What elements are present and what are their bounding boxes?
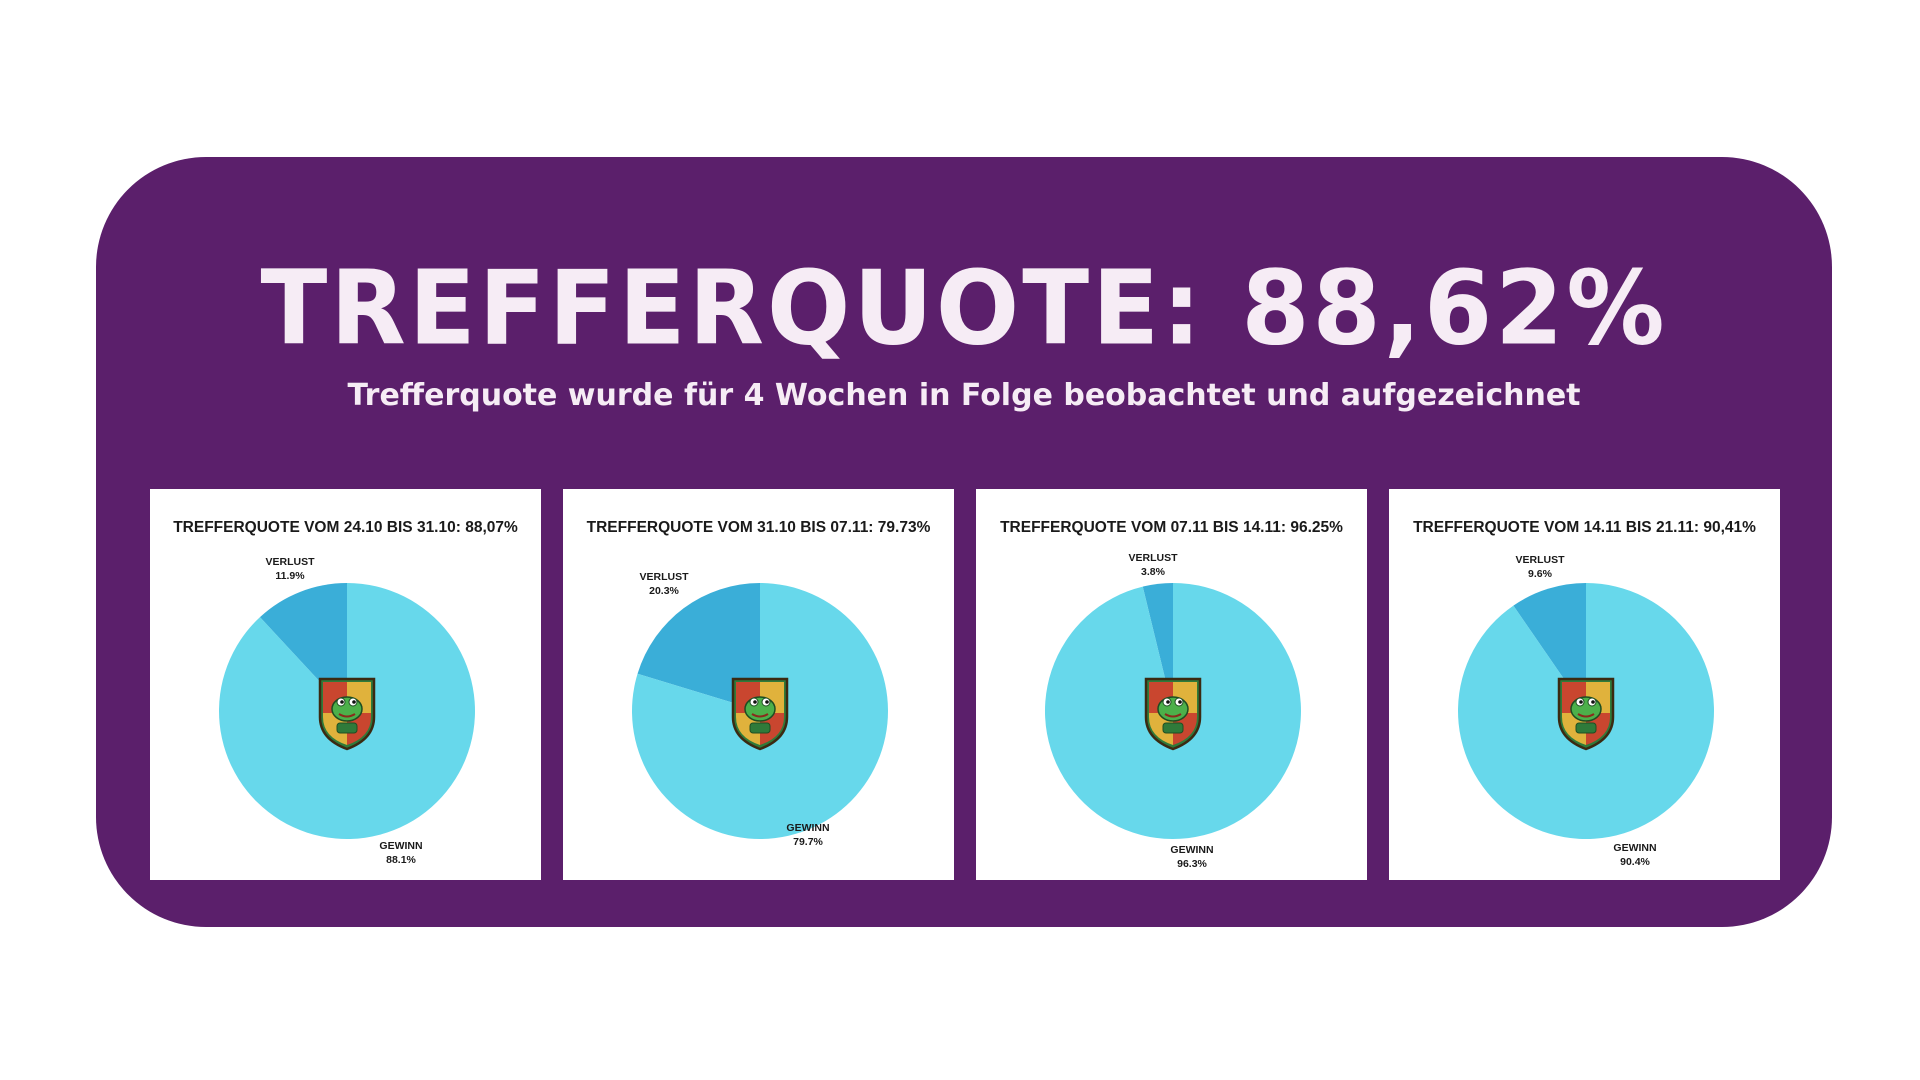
gewinn-value: 96.3% — [1177, 858, 1207, 870]
chart-title: TREFFERQUOTE VOM 14.11 BIS 21.11: 90,41% — [1413, 519, 1756, 536]
verlust-label: VERLUST 11.9% — [245, 555, 335, 583]
frog-crest-icon — [1144, 677, 1202, 751]
verlust-value: 20.3% — [649, 585, 679, 597]
shield-quarter — [323, 713, 347, 745]
chart-card-week-4: TREFFERQUOTE VOM 14.11 BIS 21.11: 90,41%… — [1389, 489, 1780, 880]
shield-quarter — [347, 713, 371, 745]
frog-body — [1162, 722, 1184, 734]
frog-pupil — [340, 700, 344, 704]
gewinn-label: GEWINN 79.7% — [763, 821, 853, 849]
verlust-name: VERLUST — [1515, 554, 1565, 566]
chart-card-week-1: TREFFERQUOTE VOM 24.10 BIS 31.10: 88,07%… — [150, 489, 541, 880]
subheadline: Trefferquote wurde für 4 Wochen in Folge… — [347, 378, 1581, 413]
gewinn-name: GEWINN — [786, 822, 830, 834]
pie-slice-verlust — [637, 583, 760, 711]
frog-pupil — [1178, 700, 1182, 704]
gewinn-label: GEWINN 88.1% — [356, 839, 446, 867]
gewinn-name: GEWINN — [1170, 844, 1214, 856]
gewinn-name: GEWINN — [1613, 842, 1657, 854]
verlust-name: VERLUST — [265, 556, 315, 568]
banner: TREFFERQUOTE: 88,62% Trefferquote wurde … — [96, 157, 1832, 927]
frog-body — [749, 722, 771, 734]
frog-crest-icon — [1557, 677, 1615, 751]
shield-quarter — [1173, 713, 1197, 745]
frog-pupil — [1591, 700, 1595, 704]
frog-pupil — [1579, 700, 1583, 704]
gewinn-label: GEWINN 96.3% — [1147, 843, 1237, 871]
verlust-label: VERLUST 3.8% — [1108, 551, 1198, 579]
headline: TREFFERQUOTE: 88,62% — [260, 249, 1668, 369]
frog-mouth — [1577, 713, 1595, 718]
verlust-label: VERLUST 9.6% — [1495, 553, 1585, 581]
frog-mouth — [751, 713, 769, 718]
frog-body — [336, 722, 358, 734]
pie-chart — [1044, 583, 1301, 839]
gewinn-value: 90.4% — [1620, 856, 1650, 868]
verlust-label: VERLUST 20.3% — [619, 570, 709, 598]
frog-pupil — [1166, 700, 1170, 704]
gewinn-label: GEWINN 90.4% — [1590, 841, 1680, 869]
chart-card-week-2: TREFFERQUOTE VOM 31.10 BIS 07.11: 79.73%… — [563, 489, 954, 880]
frog-mouth — [338, 713, 356, 718]
pie-chart — [219, 583, 476, 839]
chart-title: TREFFERQUOTE VOM 07.11 BIS 14.11: 96.25% — [1000, 519, 1343, 536]
verlust-value: 9.6% — [1528, 568, 1552, 580]
gewinn-value: 79.7% — [793, 836, 823, 848]
verlust-name: VERLUST — [1128, 552, 1178, 564]
gewinn-name: GEWINN — [379, 840, 423, 852]
verlust-name: VERLUST — [639, 571, 689, 583]
shield-quarter — [736, 713, 760, 745]
frog-crest-icon — [731, 677, 789, 751]
frog-pupil — [765, 700, 769, 704]
frog-pupil — [753, 700, 757, 704]
frog-mouth — [1164, 713, 1182, 718]
shield-quarter — [1562, 713, 1586, 745]
gewinn-value: 88.1% — [386, 854, 416, 866]
frog-crest-icon — [318, 677, 376, 751]
shield-quarter — [1586, 713, 1610, 745]
chart-title: TREFFERQUOTE VOM 24.10 BIS 31.10: 88,07% — [173, 519, 518, 536]
chart-title: TREFFERQUOTE VOM 31.10 BIS 07.11: 79.73% — [586, 519, 931, 536]
pie-chart — [631, 583, 888, 839]
frog-pupil — [352, 700, 356, 704]
shield-quarter — [760, 713, 784, 745]
frog-body — [1575, 722, 1597, 734]
shield-quarter — [1149, 713, 1173, 745]
chart-card-week-3: TREFFERQUOTE VOM 07.11 BIS 14.11: 96.25%… — [976, 489, 1367, 880]
verlust-value: 3.8% — [1141, 566, 1165, 578]
verlust-value: 11.9% — [275, 570, 305, 582]
pie-chart — [1458, 583, 1715, 839]
